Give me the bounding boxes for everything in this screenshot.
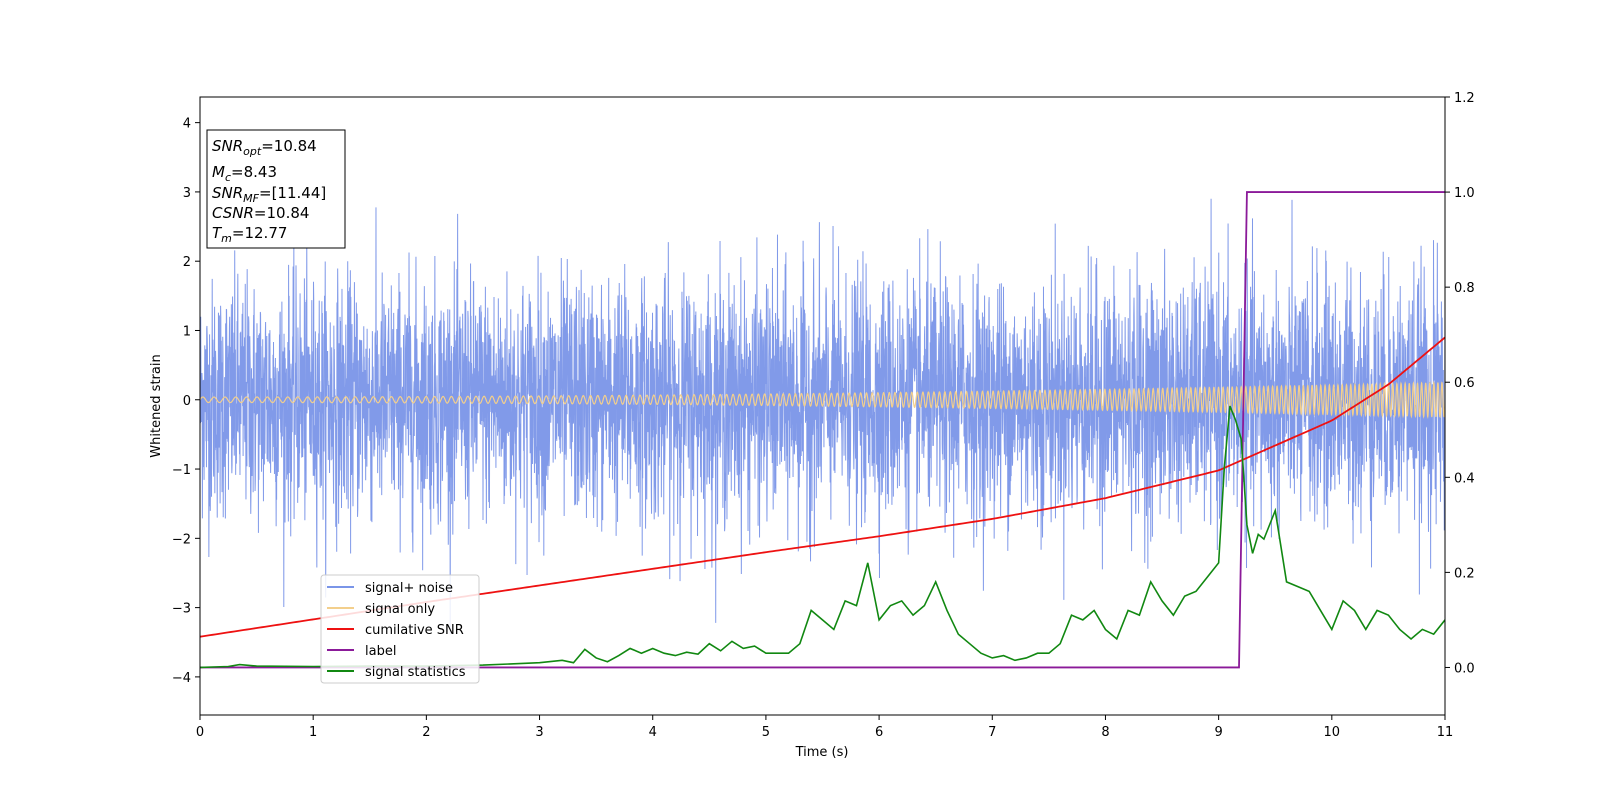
y-left-tick-label: −2 bbox=[172, 532, 191, 547]
annotation-line: Tm=12.77 bbox=[212, 224, 287, 245]
y-right-tick-label: 1.0 bbox=[1454, 186, 1475, 201]
y-left-tick-label: 0 bbox=[183, 394, 191, 409]
x-axis-label: Time (s) bbox=[795, 745, 849, 760]
x-tick-label: 9 bbox=[1214, 725, 1222, 740]
y-right-tick-label: 0.8 bbox=[1454, 281, 1475, 296]
stats-annotation: SNRopt=10.84 Mc=8.43SNRMF=[11.44]CSNR=10.… bbox=[206, 129, 346, 249]
y-axis-right: 0.0 0.2 0.4 0.6 0.8 1.0 1.2 bbox=[1445, 91, 1475, 676]
annotation-line: Mc=8.43 bbox=[212, 163, 277, 184]
x-tick-label: 7 bbox=[988, 725, 996, 740]
y-left-tick-label: −4 bbox=[172, 671, 191, 686]
series-signal-statistics bbox=[200, 405, 1445, 669]
y-axis-label: Whitened strain bbox=[149, 354, 164, 457]
y-right-tick-label: 0.0 bbox=[1454, 661, 1475, 676]
annotation-line: SNRMF=[11.44] bbox=[212, 184, 326, 205]
legend: signal+ noise signal only cumilative SNR la… bbox=[320, 574, 480, 684]
annotation-line: CSNR=10.84 bbox=[212, 204, 309, 222]
x-tick-label: 4 bbox=[649, 725, 657, 740]
y-left-tick-label: 3 bbox=[183, 186, 191, 201]
x-tick-label: 3 bbox=[535, 725, 543, 740]
legend-entry: signal statistics bbox=[365, 665, 466, 680]
y-left-tick-label: 4 bbox=[183, 117, 191, 132]
x-tick-label: 1 bbox=[309, 725, 317, 740]
y-right-tick-label: 0.6 bbox=[1454, 376, 1475, 391]
y-left-tick-label: −1 bbox=[172, 463, 191, 478]
x-tick-label: 2 bbox=[422, 725, 430, 740]
x-axis: 0 1 2 3 4 5 6 7 8 9 10 11 bbox=[196, 715, 1453, 740]
series-signal-noise bbox=[200, 198, 1445, 635]
legend-entry: signal+ noise bbox=[365, 581, 453, 596]
y-axis-left: −4 −3 −2 −1 0 1 2 3 4 bbox=[172, 117, 200, 686]
plot-frame bbox=[199, 96, 1446, 716]
y-left-tick-label: −3 bbox=[172, 602, 191, 617]
legend-entry: label bbox=[365, 644, 396, 659]
y-left-tick-label: 1 bbox=[183, 324, 191, 339]
y-left-tick-label: 2 bbox=[183, 255, 191, 270]
y-right-tick-label: 0.4 bbox=[1454, 471, 1475, 486]
x-tick-label: 8 bbox=[1101, 725, 1109, 740]
x-tick-label: 10 bbox=[1324, 725, 1341, 740]
x-tick-label: 0 bbox=[196, 725, 204, 740]
series-signal-only bbox=[200, 380, 1445, 419]
x-tick-label: 5 bbox=[762, 725, 770, 740]
y-right-tick-label: 0.2 bbox=[1454, 566, 1475, 581]
series-label bbox=[200, 191, 1445, 669]
legend-frame bbox=[320, 574, 480, 684]
y-right-tick-label: 1.2 bbox=[1454, 91, 1475, 106]
x-tick-label: 11 bbox=[1437, 725, 1454, 740]
legend-entry: signal only bbox=[365, 602, 435, 617]
legend-entry: cumilative SNR bbox=[365, 623, 464, 638]
x-tick-label: 6 bbox=[875, 725, 883, 740]
annotation-line: SNRopt=10.84 bbox=[212, 137, 317, 158]
annotation-frame bbox=[206, 129, 346, 249]
